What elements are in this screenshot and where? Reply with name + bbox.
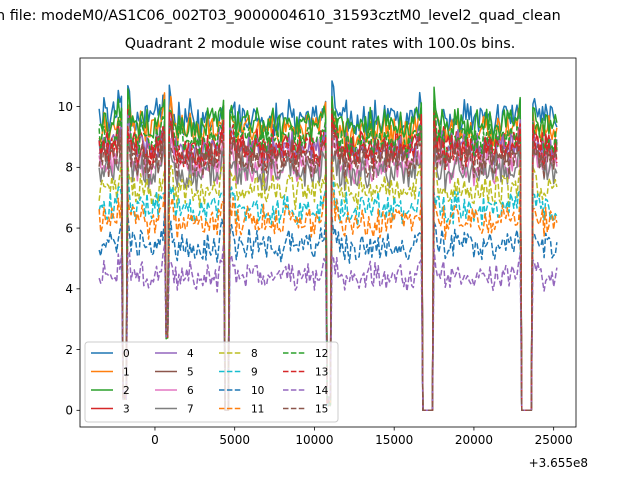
legend-label-8: 8 xyxy=(251,348,258,360)
y-tick-label: 6 xyxy=(65,221,73,235)
series-line-12 xyxy=(98,99,558,412)
legend-label-13: 13 xyxy=(315,366,328,378)
x-tick-label: 15000 xyxy=(375,433,413,447)
x-tick-label: 25000 xyxy=(535,433,573,447)
legend-label-12: 12 xyxy=(315,348,328,360)
legend-label-6: 6 xyxy=(187,385,194,397)
legend-label-0: 0 xyxy=(123,348,130,360)
x-tick-label: 5000 xyxy=(219,433,250,447)
x-offset-label: +3.655e8 xyxy=(529,456,588,470)
legend-label-11: 11 xyxy=(251,403,264,415)
legend-label-14: 14 xyxy=(315,385,329,397)
legend-box xyxy=(84,341,339,423)
legend-label-2: 2 xyxy=(123,385,130,397)
y-tick-label: 8 xyxy=(65,161,73,175)
legend-label-7: 7 xyxy=(187,403,194,415)
legend-label-10: 10 xyxy=(251,385,264,397)
legend-label-3: 3 xyxy=(123,403,130,415)
y-tick-label: 4 xyxy=(65,282,73,296)
legend-label-4: 4 xyxy=(187,348,194,360)
y-tick-label: 2 xyxy=(65,343,73,357)
x-tick-label: 0 xyxy=(151,433,159,447)
y-tick-label: 0 xyxy=(65,404,73,418)
figure-suptitle: n file: modeM0/AS1C06_002T03_9000004610_… xyxy=(0,8,561,24)
x-tick-label: 20000 xyxy=(455,433,493,447)
x-tick-label: 10000 xyxy=(295,433,333,447)
legend-label-5: 5 xyxy=(187,366,194,378)
legend-label-15: 15 xyxy=(315,403,328,415)
chart-title: Quadrant 2 module wise count rates with … xyxy=(124,36,516,52)
legend-label-1: 1 xyxy=(123,366,130,378)
legend-label-9: 9 xyxy=(251,366,258,378)
y-tick-label: 10 xyxy=(58,100,73,114)
axes-frame xyxy=(79,57,577,428)
